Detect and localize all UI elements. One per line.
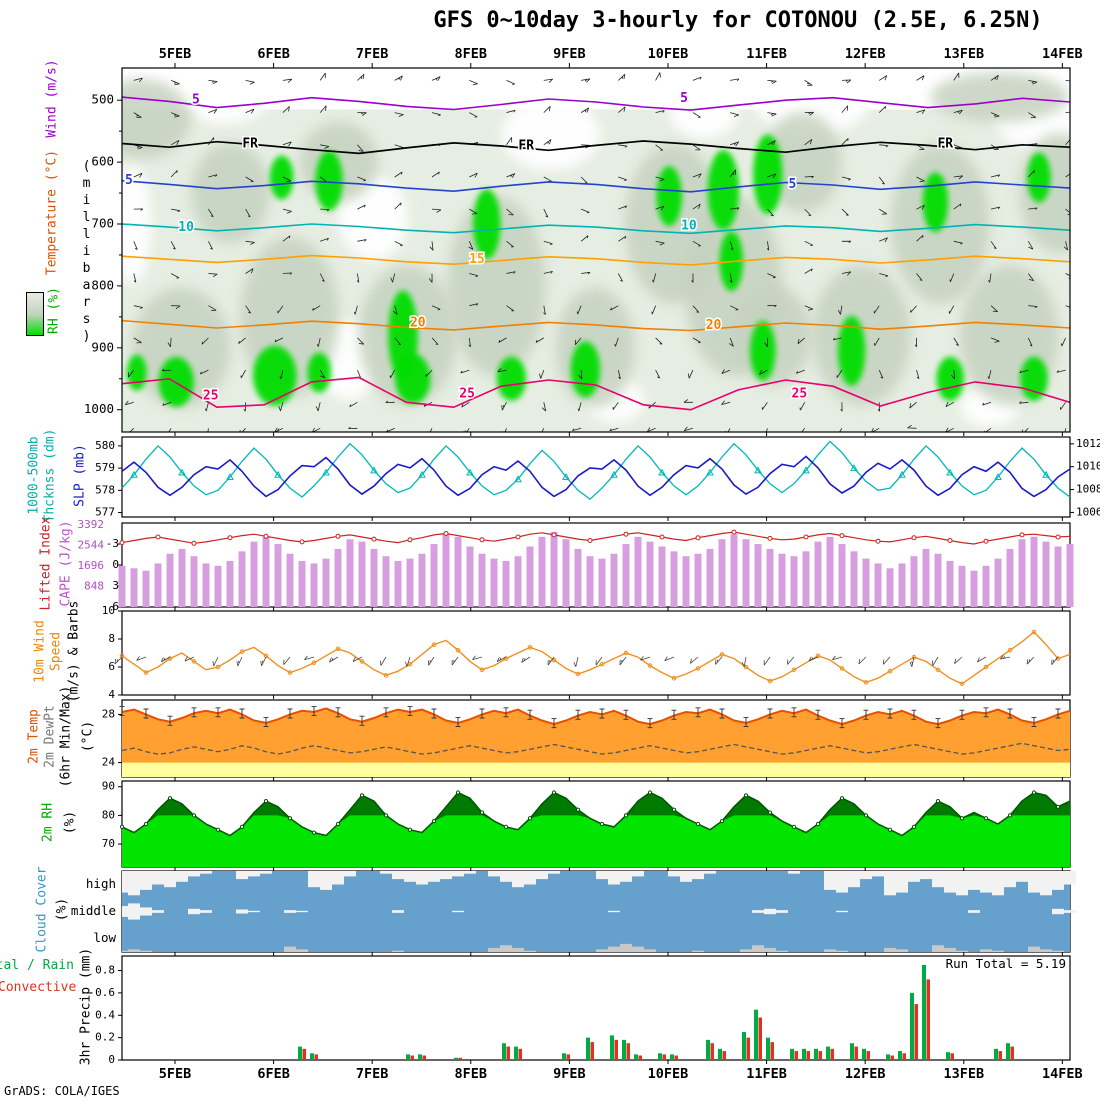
svg-text:6FEB: 6FEB xyxy=(257,1066,290,1082)
svg-text:25: 25 xyxy=(792,387,808,402)
svg-text:9FEB: 9FEB xyxy=(553,1066,586,1082)
svg-text:6: 6 xyxy=(108,660,115,673)
svg-text:1006: 1006 xyxy=(1076,505,1100,518)
svg-text:0.6: 0.6 xyxy=(95,986,115,999)
svg-text:0.2: 0.2 xyxy=(95,1031,115,1044)
label-3hr-precip-mm: 3hr Precip (mm) xyxy=(78,947,94,1066)
svg-text:13FEB: 13FEB xyxy=(943,46,984,62)
svg-text:8FEB: 8FEB xyxy=(455,46,488,62)
svg-text:577: 577 xyxy=(95,506,115,519)
run-total-label: Run Total = 5.19 xyxy=(945,956,1066,971)
svg-text:0.8: 0.8 xyxy=(95,964,115,977)
svg-text:580: 580 xyxy=(95,439,115,452)
svg-text:high: high xyxy=(86,876,116,891)
svg-text:848: 848 xyxy=(84,579,104,592)
svg-text:3: 3 xyxy=(112,579,119,592)
svg-text:800: 800 xyxy=(91,277,114,292)
svg-text:20: 20 xyxy=(706,318,722,333)
svg-text:5: 5 xyxy=(125,173,133,188)
svg-text:25: 25 xyxy=(203,389,219,404)
label-convective: Convective xyxy=(0,980,77,995)
svg-text:10FEB: 10FEB xyxy=(648,1066,689,1082)
cloud-cover-panel xyxy=(122,871,1076,952)
label-2m-temp: 2m Temp xyxy=(26,709,42,764)
svg-text:500: 500 xyxy=(91,92,114,107)
label-total-rain: Total / Rain xyxy=(0,958,74,973)
svg-text:25: 25 xyxy=(459,387,475,402)
svg-text:578: 578 xyxy=(95,483,115,496)
grads-credit: GrADS: COLA/IGES xyxy=(4,1084,120,1098)
svg-text:1696: 1696 xyxy=(78,559,105,572)
precip-panel xyxy=(298,964,1014,1060)
svg-text:5: 5 xyxy=(789,177,797,192)
svg-text:12FEB: 12FEB xyxy=(845,1066,886,1082)
svg-text:6: 6 xyxy=(112,600,119,613)
svg-text:5FEB: 5FEB xyxy=(159,46,192,62)
svg-text:4: 4 xyxy=(108,688,115,701)
label-rh: RH (%) xyxy=(46,287,62,334)
svg-text:1012: 1012 xyxy=(1076,437,1100,450)
label-millibars: (millibars) xyxy=(79,159,94,346)
svg-text:10: 10 xyxy=(178,220,194,235)
chart-title: GFS 0~10day 3-hourly for COTONOU (2.5E, … xyxy=(433,8,1043,33)
svg-text:11FEB: 11FEB xyxy=(746,1066,787,1082)
svg-text:0: 0 xyxy=(108,1053,115,1066)
upper-air-panel: 5 5 FR FR FR 5 5 10 10 15 20 20 25 25 25 xyxy=(122,68,1070,432)
svg-text:14FEB: 14FEB xyxy=(1042,46,1083,62)
svg-text:7FEB: 7FEB xyxy=(356,46,389,62)
svg-text:10FEB: 10FEB xyxy=(648,46,689,62)
svg-text:2544: 2544 xyxy=(78,538,105,551)
svg-text:middle: middle xyxy=(71,903,116,918)
svg-text:14FEB: 14FEB xyxy=(1042,1066,1083,1082)
svg-text:24: 24 xyxy=(102,756,116,769)
svg-text:12FEB: 12FEB xyxy=(845,46,886,62)
svg-text:0: 0 xyxy=(112,558,119,571)
svg-text:1010: 1010 xyxy=(1076,460,1100,473)
svg-text:7FEB: 7FEB xyxy=(356,1066,389,1082)
svg-text:1008: 1008 xyxy=(1076,483,1100,496)
svg-text:579: 579 xyxy=(95,461,115,474)
svg-text:20: 20 xyxy=(410,316,426,331)
svg-text:10: 10 xyxy=(681,218,697,233)
slp-thickness-panel xyxy=(121,440,1071,501)
svg-text:8FEB: 8FEB xyxy=(455,1066,488,1082)
svg-text:700: 700 xyxy=(91,216,114,231)
svg-text:900: 900 xyxy=(91,339,114,354)
svg-text:FR: FR xyxy=(242,137,258,152)
svg-text:10: 10 xyxy=(102,604,115,617)
wind10m-panel xyxy=(114,629,1071,687)
svg-text:80: 80 xyxy=(102,808,115,821)
svg-text:15: 15 xyxy=(469,252,485,267)
svg-text:6FEB: 6FEB xyxy=(257,46,290,62)
rh2m-panel xyxy=(119,790,1071,867)
svg-text:9FEB: 9FEB xyxy=(553,46,586,62)
svg-text:-3: -3 xyxy=(106,537,119,550)
svg-text:0.4: 0.4 xyxy=(95,1008,115,1021)
svg-text:8: 8 xyxy=(108,632,115,645)
svg-text:5: 5 xyxy=(680,91,688,106)
svg-text:low: low xyxy=(93,930,116,945)
svg-text:FR: FR xyxy=(937,137,953,152)
svg-text:FR: FR xyxy=(518,139,534,154)
cape-li-panel xyxy=(118,529,1074,607)
svg-text:11FEB: 11FEB xyxy=(746,46,787,62)
rh-shading-colorbar xyxy=(26,292,44,336)
svg-text:3392: 3392 xyxy=(78,518,105,531)
svg-text:28: 28 xyxy=(102,707,115,720)
svg-text:70: 70 xyxy=(102,837,115,850)
svg-text:90: 90 xyxy=(102,780,115,793)
label-slp-mb: SLP (mb) xyxy=(72,444,88,507)
temp2m-panel xyxy=(119,706,1071,777)
svg-text:5FEB: 5FEB xyxy=(159,1066,192,1082)
svg-text:1000: 1000 xyxy=(84,401,114,416)
svg-text:5: 5 xyxy=(192,93,200,108)
svg-text:600: 600 xyxy=(91,154,114,169)
svg-text:13FEB: 13FEB xyxy=(943,1066,984,1082)
label-c: (°C) xyxy=(80,720,96,753)
